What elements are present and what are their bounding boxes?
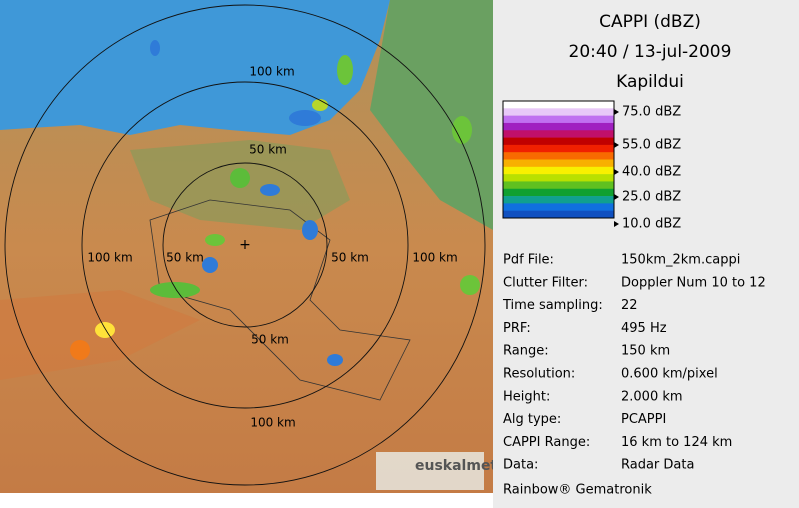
range-label: 100 km — [87, 251, 132, 265]
info-key: Time sampling: — [502, 298, 603, 313]
info-value: Radar Data — [621, 458, 694, 473]
scale-step — [503, 144, 614, 153]
range-label: 50 km — [166, 251, 204, 265]
legend-label: 55.0 dBZ — [622, 138, 681, 153]
legend-label: 25.0 dBZ — [622, 190, 681, 205]
range-rings — [4, 4, 486, 486]
info-key: Height: — [503, 389, 550, 404]
legend-tick — [614, 109, 619, 115]
scale-step — [503, 181, 614, 190]
scale-step — [503, 174, 614, 182]
site-name: Kapildui — [616, 72, 684, 92]
info-key: Range: — [503, 344, 549, 359]
legend-tick — [614, 169, 619, 175]
logo: euskalmet — [415, 458, 497, 474]
info-value: 0.600 km/pixel — [621, 367, 718, 382]
legend-label: 10.0 dBZ — [622, 217, 681, 232]
logo-box — [376, 452, 484, 490]
info-value: 2.000 km — [621, 389, 683, 404]
border — [149, 199, 411, 401]
scale-step — [503, 166, 614, 175]
terrain-green — [370, 0, 493, 230]
scale-step — [503, 115, 614, 124]
info-key: PRF: — [503, 321, 531, 336]
scale-step — [503, 130, 614, 138]
scale-step — [503, 210, 614, 219]
info-key: Data: — [503, 458, 538, 473]
title: CAPPI (dBZ) — [599, 12, 701, 32]
scale-step — [503, 152, 614, 160]
info-key: Alg type: — [503, 412, 561, 427]
info-panel — [493, 0, 799, 508]
datetime: 20:40 / 13-jul-2009 — [569, 42, 732, 62]
legend-tick — [614, 194, 619, 200]
info-key: CAPPI Range: — [503, 435, 590, 450]
scale-step — [503, 101, 614, 109]
scale-step — [503, 137, 614, 146]
scale-step — [503, 159, 614, 168]
footer: Rainbow® Gematronik — [503, 483, 652, 498]
scale-step — [503, 196, 614, 204]
color-scale — [502, 100, 615, 219]
info-value: 16 km to 124 km — [621, 435, 732, 450]
scale-step — [503, 188, 614, 197]
info-key: Resolution: — [503, 367, 575, 382]
sea — [0, 0, 390, 135]
legend-labels: 75.0 dBZ 55.0 dBZ 40.0 dBZ 25.0 dBZ 10.0 dBZ — [614, 105, 681, 232]
range-label: 100 km — [250, 416, 295, 430]
range-label: 50 km — [251, 333, 289, 347]
legend-tick — [614, 221, 619, 227]
scale-step — [503, 203, 614, 211]
scale-step — [503, 122, 614, 131]
info-value: 495 Hz — [621, 321, 667, 336]
legend-label: 40.0 dBZ — [622, 165, 681, 180]
range-label: 50 km — [331, 251, 369, 265]
legend-label: 75.0 dBZ — [622, 105, 681, 120]
info-value: 150km_2km.cappi — [621, 253, 740, 268]
scale-frame — [502, 100, 615, 219]
radar-site: + — [239, 237, 251, 253]
info-value: Doppler Num 10 to 12 — [621, 275, 766, 290]
info-value: 150 km — [621, 344, 670, 359]
range-label: 50 km — [249, 143, 287, 157]
range-label: 100 km — [249, 65, 294, 79]
scale-step — [503, 108, 614, 116]
range-label: 100 km — [412, 251, 457, 265]
info-value: 22 — [621, 298, 638, 313]
info-key: Pdf File: — [503, 253, 554, 268]
info-value: PCAPPI — [621, 412, 666, 427]
info-key: Clutter Filter: — [503, 275, 588, 290]
info-table: Pdf File: 150km_2km.cappi Clutter Filter: D… — [502, 253, 766, 473]
legend-tick — [614, 142, 619, 148]
range-labels: 100 km 50 km 100 km 50 km 50 km 100 km 50 km 10… — [87, 65, 457, 430]
